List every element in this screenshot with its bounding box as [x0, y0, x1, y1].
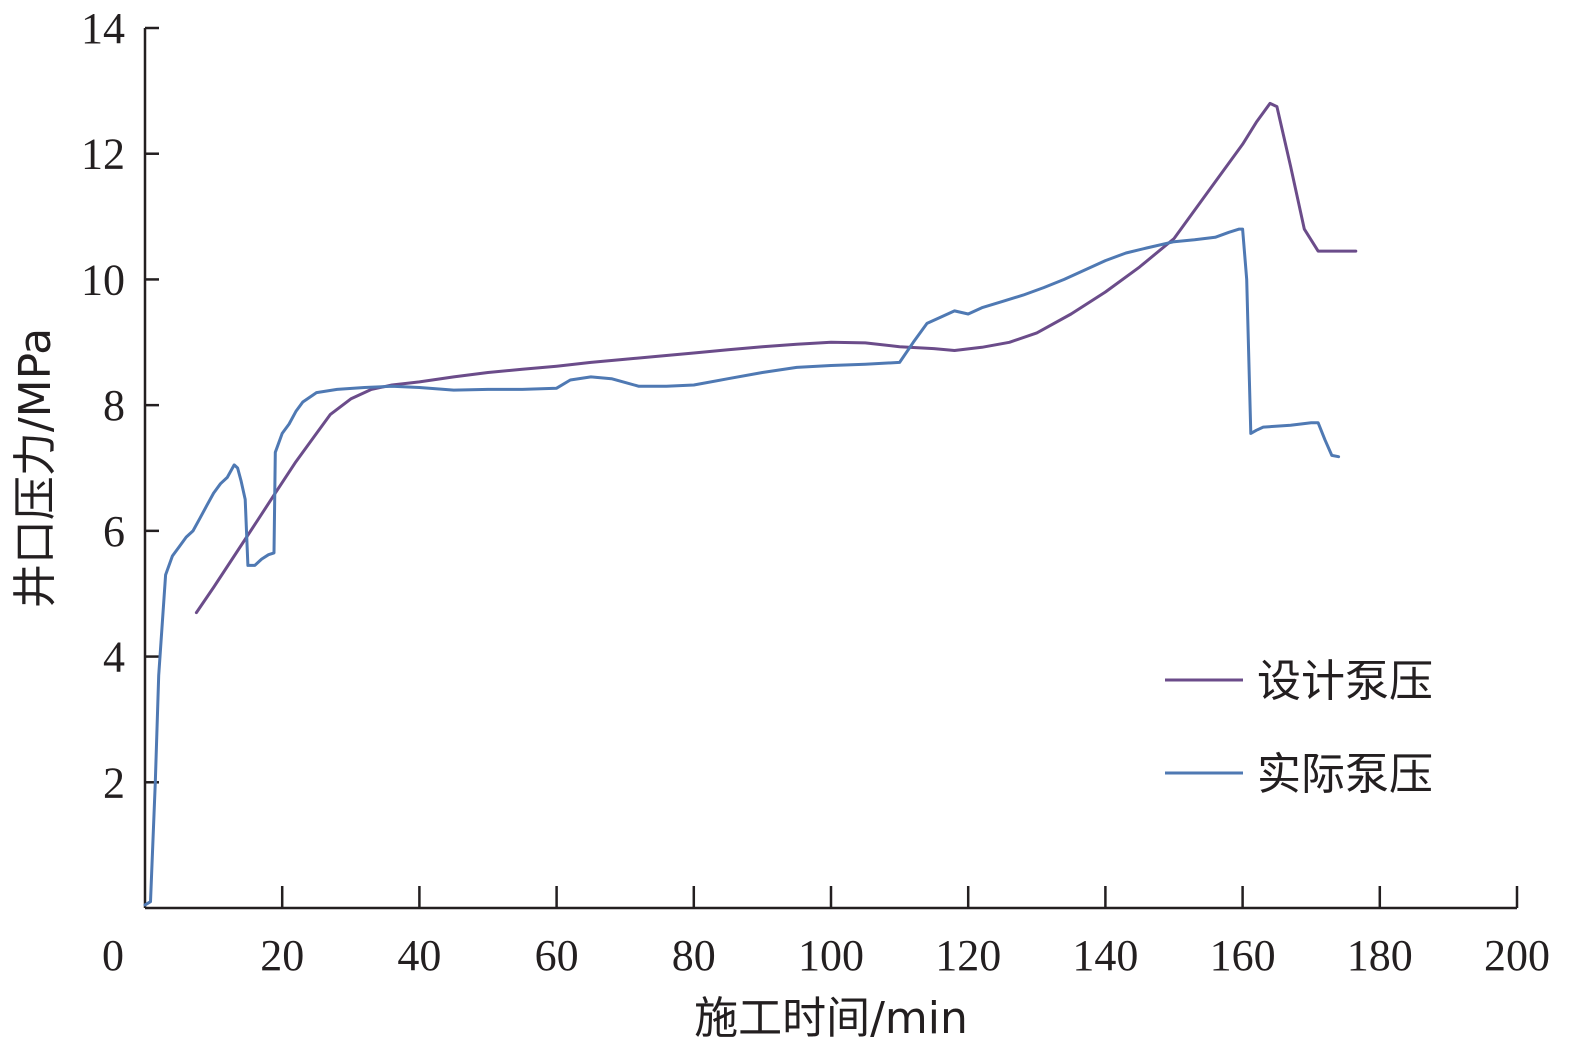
- y-tick-label: 2: [103, 758, 125, 807]
- x-tick-label: 200: [1484, 931, 1550, 980]
- y-tick-label: 14: [81, 4, 125, 53]
- x-tick-label: 0: [102, 931, 124, 980]
- legend-label: 设计泵压: [1257, 656, 1433, 707]
- x-tick-label: 80: [672, 931, 716, 980]
- y-tick-label: 8: [103, 381, 125, 430]
- y-tick-label: 10: [81, 255, 125, 304]
- x-tick-label: 180: [1347, 931, 1413, 980]
- x-tick-label: 160: [1210, 931, 1276, 980]
- x-tick-label: 40: [397, 931, 441, 980]
- x-tick-label: 100: [798, 931, 864, 980]
- y-tick-label: 4: [103, 633, 125, 682]
- series-line-design-pressure: [194, 101, 1358, 615]
- x-tick-label: 60: [535, 931, 579, 980]
- y-tick-label: 6: [103, 507, 125, 556]
- x-axis-title: 施工时间/min: [694, 993, 968, 1044]
- x-tick-label: 20: [260, 931, 304, 980]
- x-axis-ticks: 0 20 40 60 80 100 120 140 160 180 200: [102, 886, 1550, 980]
- y-axis-title: 井口压力/MPa: [10, 328, 61, 608]
- x-tick-label: 140: [1072, 931, 1138, 980]
- y-tick-label: 12: [81, 130, 125, 179]
- legend-label: 实际泵压: [1257, 749, 1433, 800]
- series-line-actual-pressure: [143, 227, 1341, 907]
- x-tick-label: 120: [935, 931, 1001, 980]
- series-layer: [143, 101, 1358, 907]
- y-axis-ticks: 2 4 6 8 10 12 14: [81, 4, 159, 807]
